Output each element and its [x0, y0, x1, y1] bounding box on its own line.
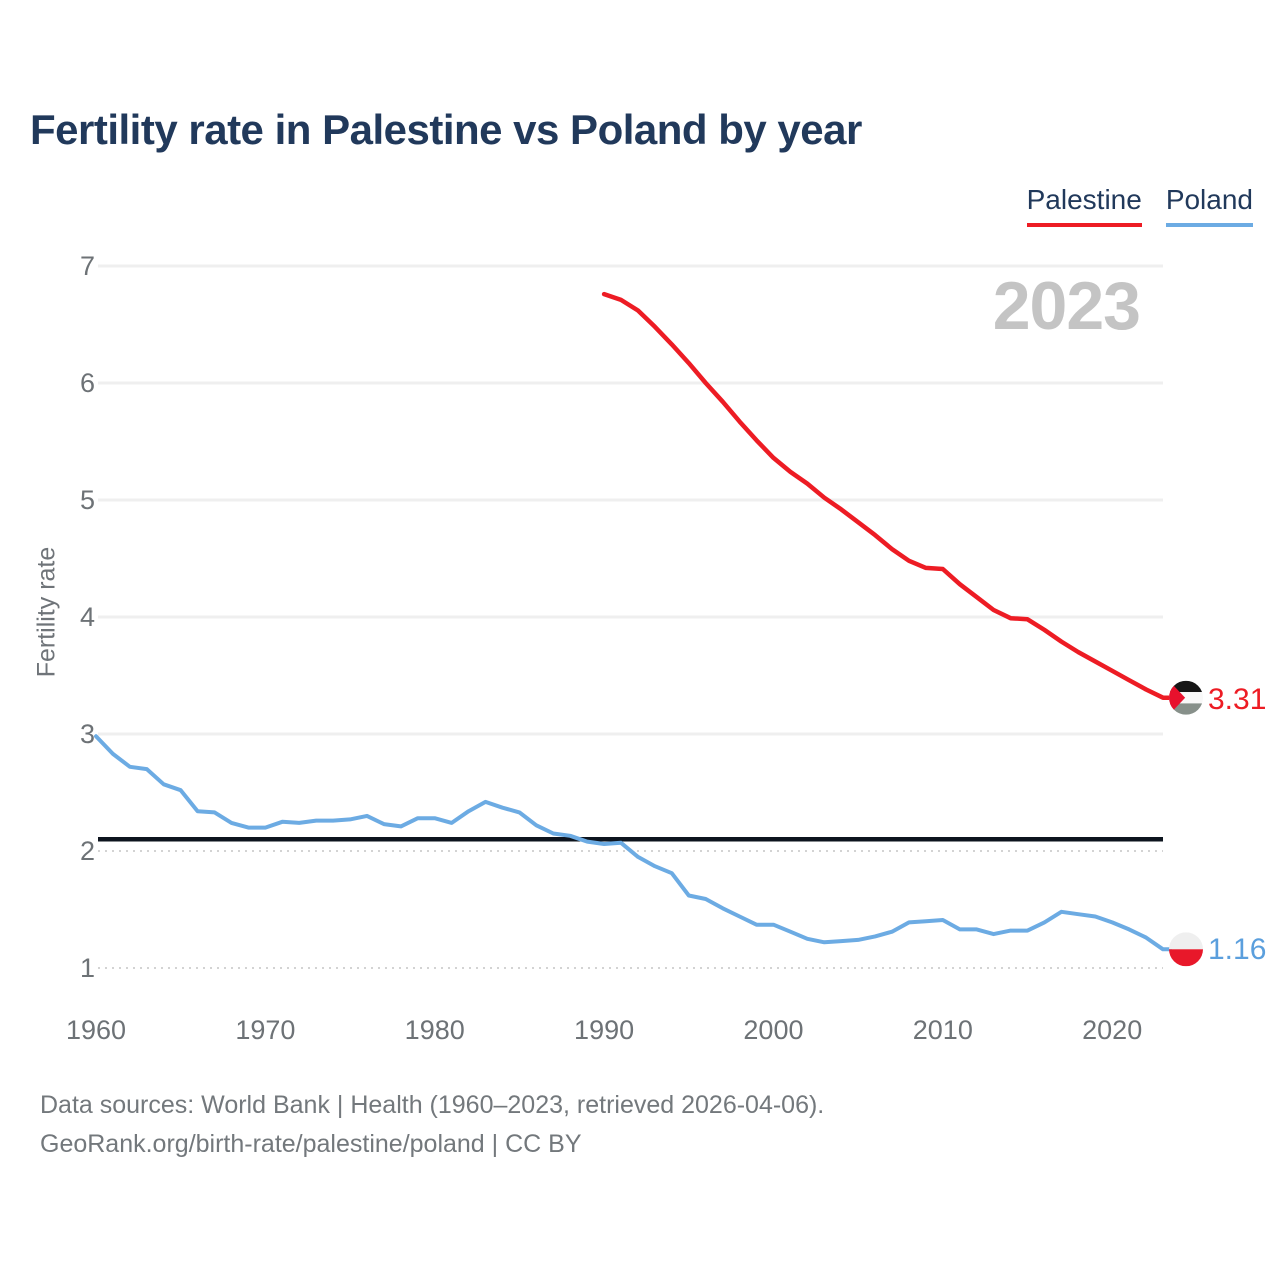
y-tick-label-3: 3 — [79, 719, 95, 749]
y-tick-label-7: 7 — [79, 251, 95, 281]
legend: Palestine Poland — [1026, 184, 1253, 227]
palestine-end-value-label: 3.31 — [1208, 683, 1267, 716]
poland-end-value-label: 1.16 — [1208, 933, 1267, 966]
poland-line[interactable] — [94, 734, 1172, 952]
page-title: Fertility rate in Palestine vs Poland by… — [30, 106, 862, 153]
legend-item-poland[interactable]: Poland — [1165, 184, 1253, 227]
palestine-flag-icon — [1169, 680, 1203, 715]
legend-item-palestine[interactable]: Palestine — [1026, 184, 1142, 227]
poland-flag-icon — [1169, 932, 1203, 967]
y-tick-label-4: 4 — [79, 602, 95, 632]
x-tick-label-1970: 1970 — [235, 1015, 296, 1045]
y-tick-label-2: 2 — [79, 836, 95, 866]
x-tick-label-1960: 1960 — [65, 1015, 127, 1045]
watermark-year-label: 2023 — [992, 268, 1141, 344]
x-tick-label-1980: 1980 — [404, 1015, 465, 1045]
x-tick-label-2000: 2000 — [743, 1015, 804, 1045]
y-tick-label-1: 1 — [79, 953, 95, 983]
x-tick-label-2020: 2020 — [1082, 1015, 1143, 1045]
footer: Data sources: World Bank | Health (1960–… — [40, 1086, 824, 1164]
y-tick-label-6: 6 — [79, 368, 95, 398]
x-tick-label-1990: 1990 — [574, 1015, 635, 1045]
palestine-line[interactable] — [601, 291, 1173, 700]
footer-attribution[interactable]: GeoRank.org/birth-rate/palestine/poland … — [40, 1130, 582, 1158]
y-tick-label-5: 5 — [79, 485, 95, 515]
x-tick-label-2010: 2010 — [912, 1015, 973, 1045]
footer-data-sources: Data sources: World Bank | Health (1960–… — [40, 1091, 825, 1119]
